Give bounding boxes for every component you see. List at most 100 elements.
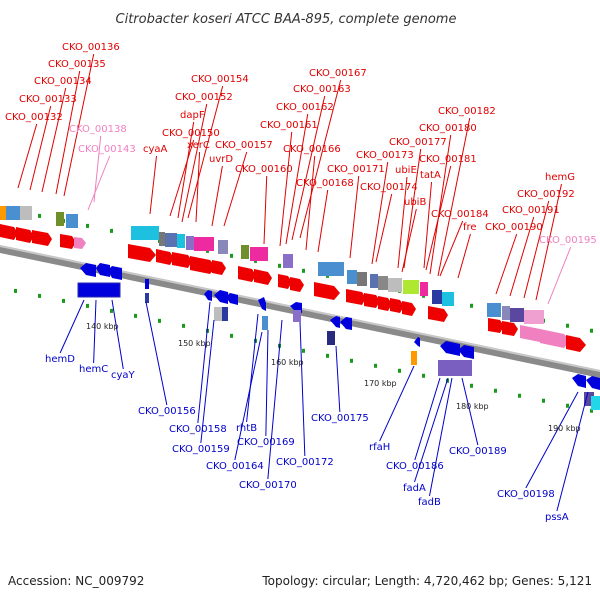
cog-block	[194, 237, 214, 251]
gene-label[interactable]: CKO_00154	[191, 74, 249, 85]
tick-label: 170 kbp	[364, 379, 397, 388]
leader-line	[335, 345, 341, 413]
gene-label[interactable]: CKO_00198	[497, 489, 555, 500]
reverse-genes	[77, 263, 600, 390]
gene-label[interactable]: CKO_00160	[235, 164, 293, 175]
gene-label[interactable]: CKO_00143	[78, 144, 136, 155]
leader-line	[525, 391, 579, 489]
leader-line	[375, 193, 393, 263]
gene-label[interactable]: dapF	[180, 110, 205, 121]
gene-arrow-forward	[346, 289, 366, 305]
gene-arrow-forward	[290, 277, 304, 292]
gene-label[interactable]: CKO_00192	[517, 189, 575, 200]
gene-label[interactable]: CKO_00180	[419, 123, 477, 134]
tick-mark	[566, 403, 569, 408]
gene-label[interactable]: fre	[463, 222, 477, 233]
gene-label[interactable]: rfaH	[369, 442, 390, 453]
tick-mark	[542, 398, 545, 403]
gene-label[interactable]: CKO_00182	[438, 106, 496, 117]
gene-label[interactable]: CKO_00133	[19, 94, 77, 105]
gene-label[interactable]: CKO_00134	[34, 76, 92, 87]
gene-label[interactable]: CKO_00168	[296, 178, 354, 189]
leader-line	[401, 208, 417, 273]
gene-label[interactable]: CKO_00163	[293, 84, 351, 95]
gene-label[interactable]: CKO_00177	[389, 137, 447, 148]
tick-label: 150 kbp	[178, 339, 211, 348]
gene-label[interactable]: CKO_00157	[215, 140, 273, 151]
gene-label[interactable]: CKO_00159	[172, 444, 230, 455]
cog-block	[159, 232, 165, 246]
gene-label[interactable]: CKO_00138	[69, 124, 127, 135]
gene-label[interactable]: CKO_00170	[239, 480, 297, 491]
gene-label[interactable]: pssA	[545, 512, 569, 523]
tick-mark	[470, 383, 473, 388]
gene-label[interactable]: CKO_00162	[276, 102, 334, 113]
gene-label[interactable]: CKO_00174	[360, 182, 418, 193]
gene-label[interactable]: CKO_00136	[62, 42, 120, 53]
gene-label[interactable]: CKO_00195	[539, 235, 597, 246]
cog-block	[165, 233, 177, 247]
tick-mark	[422, 373, 425, 378]
tick-mark	[590, 408, 593, 413]
leader-line	[29, 105, 52, 191]
cog-block	[357, 272, 367, 286]
gene-label[interactable]: CKO_00135	[48, 59, 106, 70]
gene-label[interactable]: CKO_00164	[206, 461, 264, 472]
leader-line	[197, 301, 211, 424]
cog-block	[222, 307, 228, 321]
gene-label[interactable]: tatA	[420, 170, 441, 181]
gene-label[interactable]: CKO_00191	[502, 205, 560, 216]
leader-line	[509, 216, 535, 297]
gene-label[interactable]: CKO_00173	[356, 150, 414, 161]
gene-label[interactable]: hemG	[545, 172, 575, 183]
gene-label[interactable]: fadA	[403, 483, 426, 494]
gene-label[interactable]: CKO_00171	[327, 164, 385, 175]
gene-label[interactable]: CKO_00181	[419, 154, 477, 165]
gene-label[interactable]: fadB	[418, 497, 441, 508]
gene-label[interactable]: ubiB	[404, 197, 426, 208]
gene-label[interactable]: hemC	[79, 364, 108, 375]
gene-label[interactable]: CKO_00150	[162, 128, 220, 139]
cog-block	[77, 282, 121, 298]
leader-line	[195, 151, 201, 223]
tick-mark	[470, 303, 473, 308]
gene-label[interactable]: rhtB	[236, 423, 257, 434]
gene-label[interactable]: CKO_00186	[386, 461, 444, 472]
gene-label[interactable]: xerC	[187, 140, 210, 151]
gene-label[interactable]: CKO_00161	[260, 120, 318, 131]
leader-line	[379, 365, 415, 442]
gene-arrow-reverse	[340, 317, 352, 330]
gene-label[interactable]: CKO_00167	[309, 68, 367, 79]
gene-label[interactable]: CKO_00172	[276, 457, 334, 468]
gene-label[interactable]: hemD	[45, 354, 75, 365]
gene-label[interactable]: CKO_00189	[449, 446, 507, 457]
leader-line	[93, 299, 97, 364]
tick-mark	[230, 253, 233, 258]
forward-gene-labels: CKO_00136 CKO_00135 CKO_00134 CKO_00133 …	[5, 42, 597, 246]
gene-label[interactable]: CKO_00152	[175, 92, 233, 103]
gene-arrow-forward	[364, 293, 380, 308]
cog-block	[591, 396, 600, 410]
tick-mark	[230, 333, 233, 338]
gene-label[interactable]: CKO_00184	[431, 209, 489, 220]
gene-arrow-forward	[540, 329, 570, 348]
gene-label[interactable]: CKO_00158	[169, 424, 227, 435]
gene-arrow-reverse	[226, 293, 238, 305]
gene-label[interactable]: cyaY	[111, 370, 136, 381]
gene-label[interactable]: CKO_00166	[283, 144, 341, 155]
gene-label[interactable]: cyaA	[143, 144, 168, 155]
gene-label[interactable]: uvrD	[209, 154, 233, 165]
gene-arrow-forward	[254, 269, 272, 285]
gene-label[interactable]: CKO_00132	[5, 112, 63, 123]
gene-arrow-reverse	[586, 376, 600, 390]
leader-line	[211, 165, 223, 227]
leader-line	[495, 233, 518, 295]
gene-label[interactable]: CKO_00175	[311, 413, 369, 424]
gene-label[interactable]: ubiE	[395, 165, 417, 176]
gene-label[interactable]: CKO_00156	[138, 406, 196, 417]
gene-label[interactable]: CKO_00190	[485, 222, 543, 233]
tick-mark	[566, 323, 569, 328]
gene-label[interactable]: CKO_00169	[237, 437, 295, 448]
